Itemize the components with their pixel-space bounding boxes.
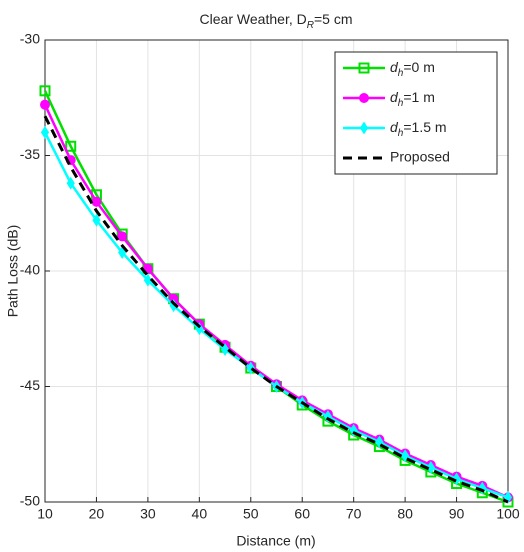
marker [246,361,255,375]
marker [375,435,384,449]
x-tick-label: 50 [243,506,259,522]
x-tick-label: 100 [496,506,520,522]
marker [40,125,50,139]
marker [91,196,102,207]
y-tick-label: -30 [20,31,40,47]
x-tick-label: 20 [89,506,105,522]
x-tick-label: 60 [294,506,310,522]
marker [117,231,128,242]
x-tick-label: 70 [346,506,362,522]
y-tick-label: -35 [20,146,40,162]
y-tick-label: -50 [20,493,40,509]
marker [359,93,369,103]
marker [39,85,51,97]
legend: dh=0 m dh=1 m dh=1.5 m Proposed [334,51,498,175]
x-tick-label: 10 [37,506,53,522]
legend-label: Proposed [390,149,450,165]
series-line [43,115,509,504]
x-tick-label: 80 [397,506,413,522]
y-tick-label: -45 [20,377,40,393]
marker [65,140,77,152]
x-axis-label: Distance (m) [236,533,315,549]
x-tick-label: 40 [192,506,208,522]
marker [359,121,369,135]
marker [143,273,152,287]
marker [66,176,75,190]
chart-title: Clear Weather, DR=5 cm [199,11,352,31]
x-tick-label: 30 [140,506,156,522]
plot-frame [44,39,509,503]
marker [358,62,370,74]
marker [349,423,358,437]
y-tick-label: -40 [20,262,40,278]
x-tick-label: 90 [449,506,465,522]
legend-label: dh=0 m [390,59,435,79]
marker [40,99,50,110]
marker [426,460,435,474]
marker [118,246,127,259]
legend-label: dh=1.5 m [390,119,447,139]
y-axis-label: Path Loss (dB) [5,225,21,318]
marker [401,449,410,463]
marker [220,343,230,356]
marker [92,213,101,227]
legend-label: dh=1 m [390,89,435,109]
